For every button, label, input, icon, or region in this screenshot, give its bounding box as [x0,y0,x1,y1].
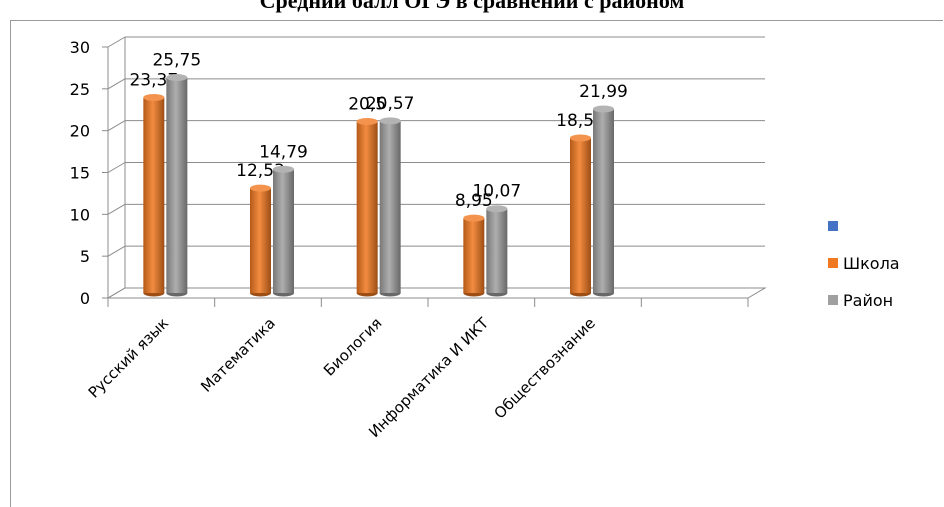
gridline-side [107,120,126,132]
y-tick-label: 20 [70,122,90,141]
gridline-side [107,203,126,215]
bar-Школа [570,137,591,293]
y-tick-label: 10 [70,205,90,224]
y-tick-label: 30 [70,38,90,57]
chart-floor [106,287,767,299]
data-label: 21,99 [579,82,628,102]
bar-top [356,117,378,125]
bar-Школа [463,218,485,293]
x-tick-label: Информатика И ИКТ [365,314,493,442]
y-tick-label: 15 [70,164,90,183]
gridline-side [107,162,126,173]
bar-Район [166,77,188,293]
x-tick-label: Математика [197,314,279,396]
bar-Район [593,109,614,293]
y-tick-label: 0 [80,289,90,308]
bar-top [166,74,188,82]
data-label: 18,53 [556,111,605,131]
bar-Школа [250,188,271,293]
x-tick-label: Обществознание [491,314,599,422]
x-tick-label: Биология [320,314,386,380]
data-label: 10,07 [472,182,521,202]
legend-label: Район [843,291,893,310]
data-label: 8,95 [455,191,493,211]
bar-top [273,165,294,173]
y-tick-label: 5 [80,247,90,266]
y-tick-label: 25 [70,80,90,99]
chart-frame [10,20,943,507]
gridline-side [107,36,126,48]
bar-top [486,205,508,213]
chart-title: Средний балл ОГЭ в сравнении с районом [259,0,685,13]
bar-Район [379,120,401,293]
data-label: 25,75 [152,51,201,71]
bar-Район [273,169,294,293]
bar-top [379,117,401,125]
bar-top [250,184,271,192]
x-tick-label: Русский язык [85,314,172,401]
legend-swatch [828,295,838,305]
legend-label: Школа [843,254,900,273]
bar-Район [486,208,508,293]
legend-swatch [828,221,838,231]
data-label: 14,79 [259,142,308,162]
gridline-side [107,78,126,90]
bar-Школа [356,121,378,293]
data-label: 23,37 [129,70,178,90]
gridline-side [107,245,126,257]
bar-Школа [143,97,165,293]
data-label: 20,57 [366,94,415,114]
legend-swatch [828,258,838,268]
bar-top [143,93,165,101]
bar-top [570,134,591,142]
data-label: 20,5 [348,94,386,114]
bar-top [593,105,614,113]
bar-top [463,214,485,222]
data-label: 12,53 [236,161,285,181]
